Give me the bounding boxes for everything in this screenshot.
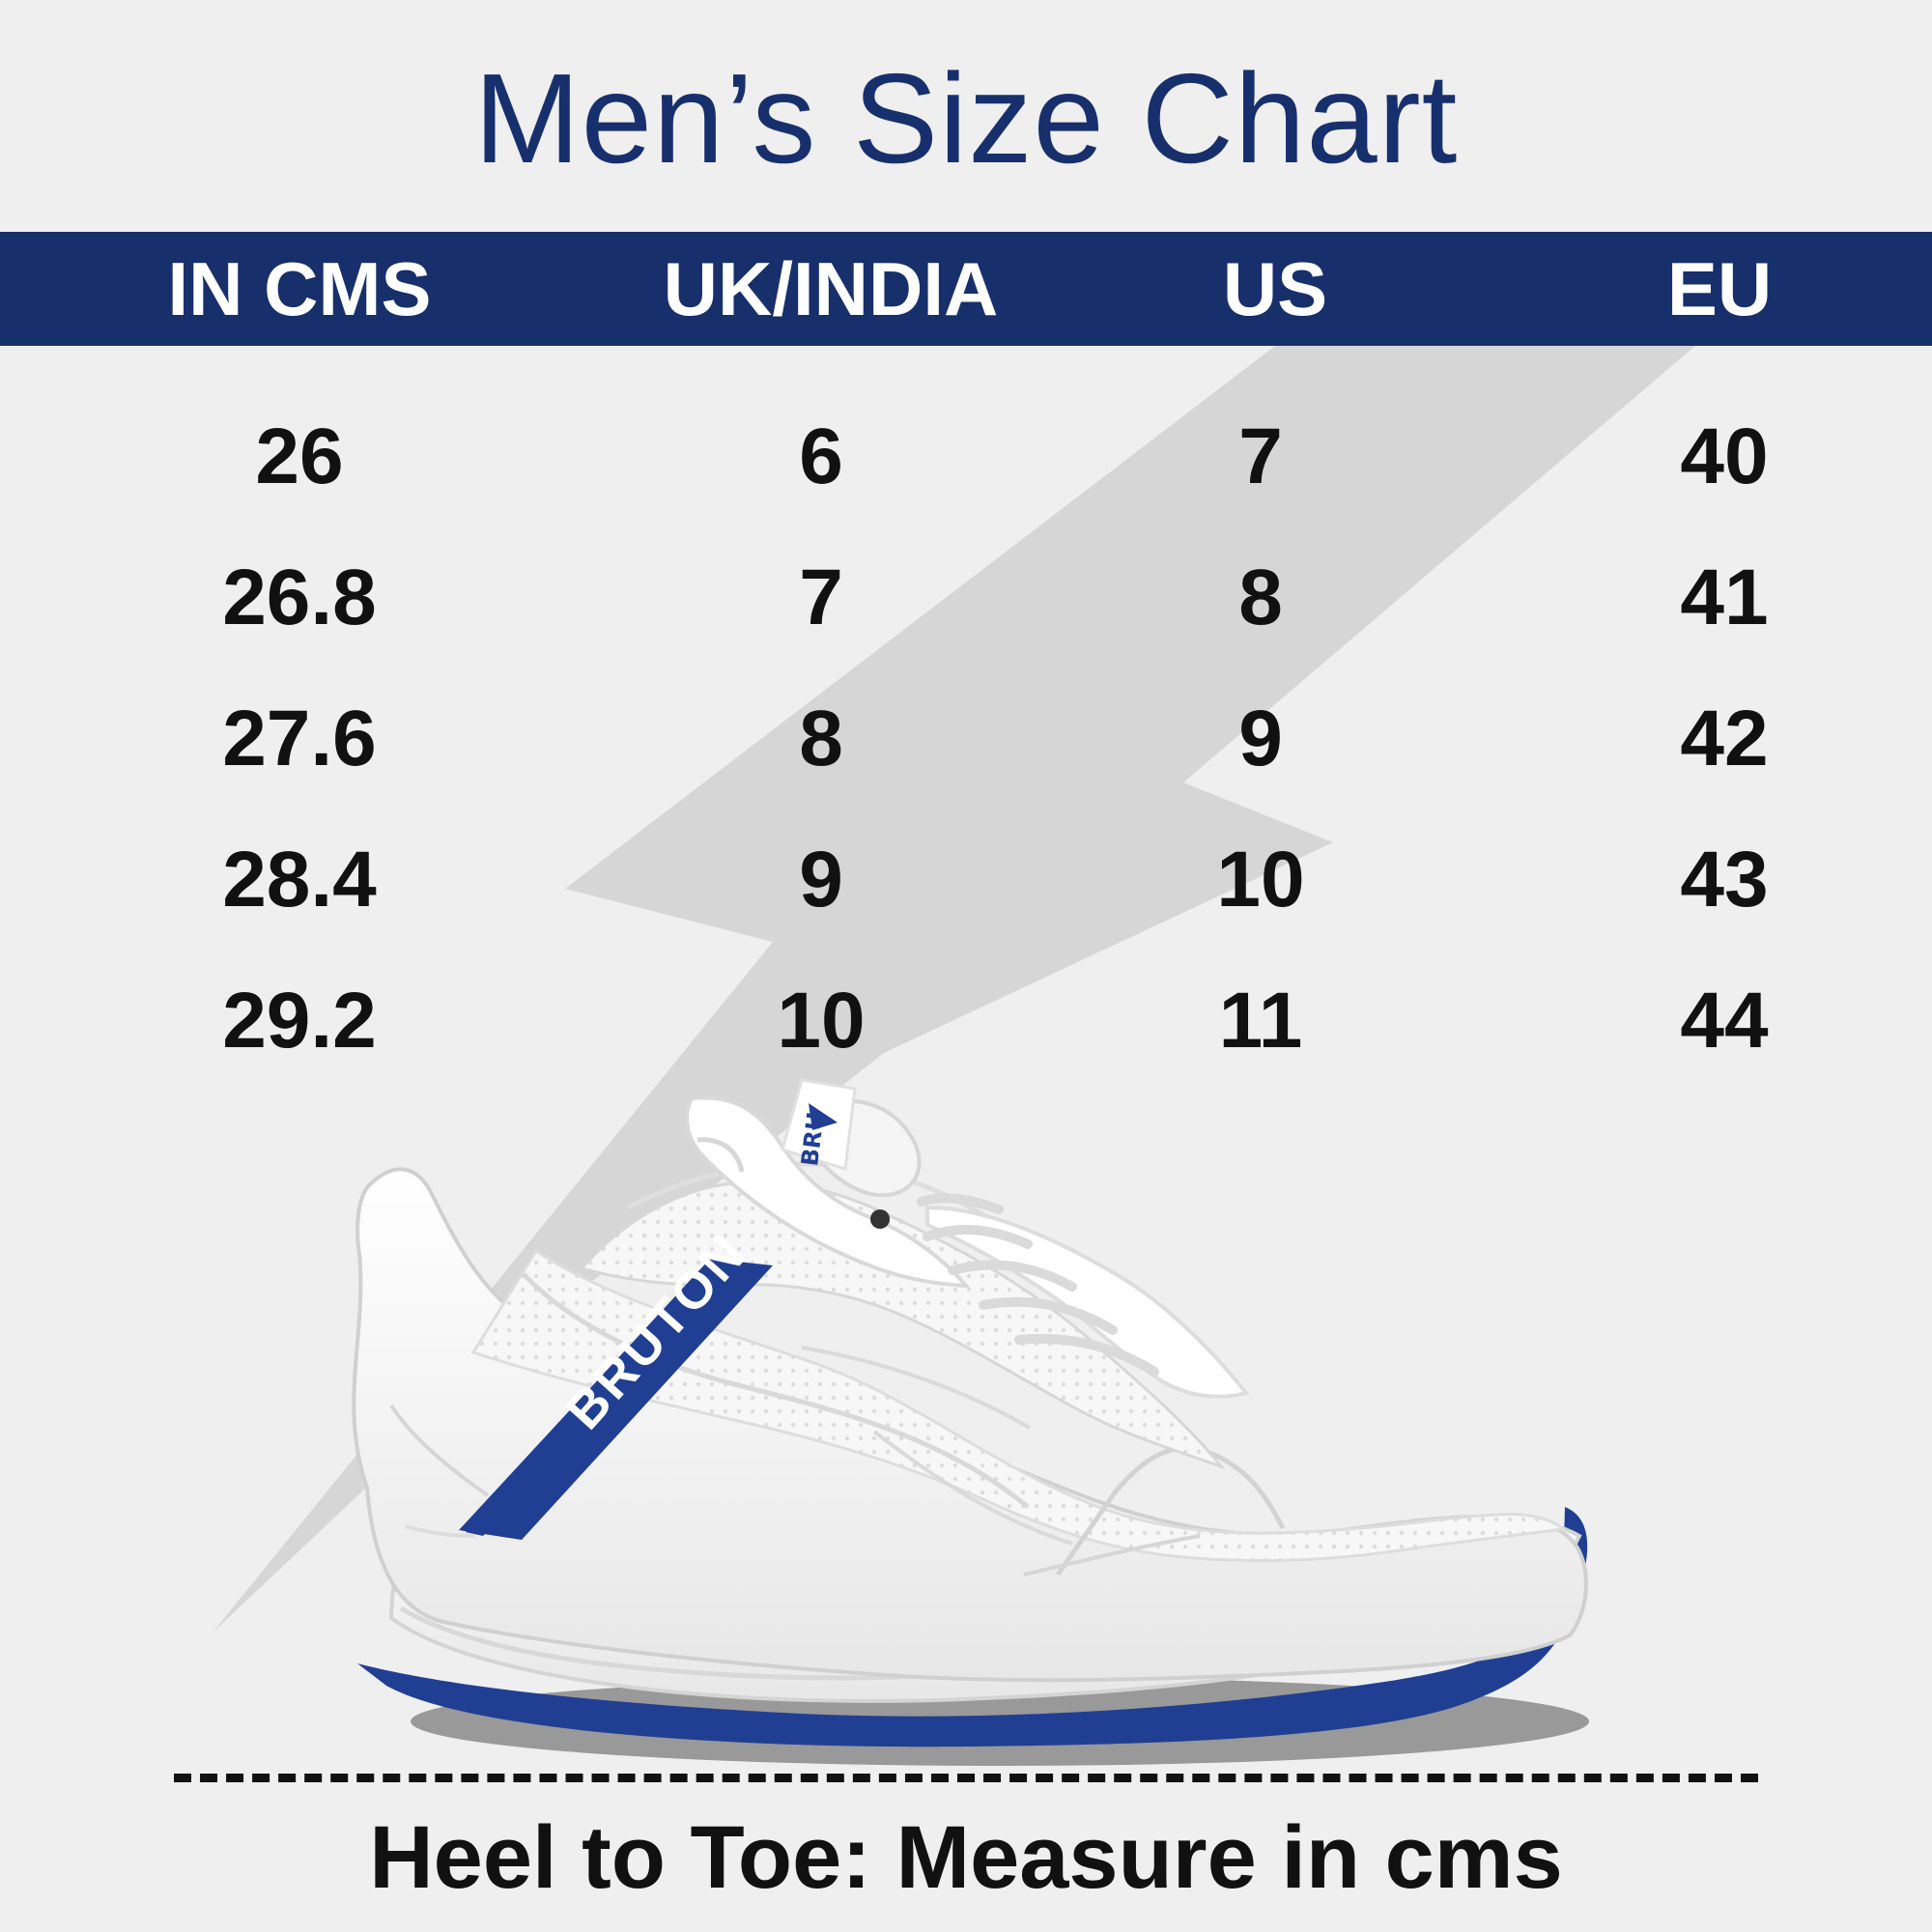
cms-value: 26.8 (222, 554, 377, 641)
cms-value: 26 (255, 412, 344, 500)
header-us: US (1222, 246, 1328, 331)
footer-instruction: Heel to Toe: Measure in cms (369, 1808, 1563, 1907)
measurement-dashed-line (174, 1774, 1758, 1782)
us-value: 8 (1238, 554, 1283, 641)
page-title: Men’s Size Chart (473, 47, 1459, 189)
tongue-brand-label: BRU (796, 1110, 830, 1167)
header-eu: EU (1666, 246, 1773, 331)
uk-india-value: 10 (777, 977, 866, 1065)
uk-india-value: 9 (799, 836, 843, 923)
sneaker-icon: BRU BRUTON (352, 1078, 1589, 1766)
eu-value: 44 (1680, 977, 1769, 1065)
table-row: 26 6 7 40 (0, 386, 1932, 527)
uk-india-value: 7 (799, 554, 843, 641)
size-table-body: 26 6 7 40 26.8 7 8 41 27.6 8 9 42 28.4 9… (0, 386, 1932, 1092)
eu-value: 42 (1680, 695, 1769, 782)
uk-india-value: 8 (799, 695, 843, 782)
us-value: 9 (1238, 695, 1283, 782)
header-uk-india: UK/INDIA (663, 246, 999, 331)
us-value: 11 (1218, 977, 1303, 1065)
table-row: 28.4 9 10 43 (0, 810, 1932, 951)
eu-value: 43 (1680, 836, 1769, 923)
us-value: 7 (1238, 412, 1283, 500)
table-row: 29.2 10 11 44 (0, 951, 1932, 1092)
size-chart-header: IN CMS UK/INDIA US EU (0, 232, 1932, 346)
uk-india-value: 6 (799, 412, 843, 500)
table-row: 26.8 7 8 41 (0, 527, 1932, 668)
cms-value: 29.2 (222, 977, 377, 1065)
eu-value: 41 (1680, 554, 1769, 641)
eu-value: 40 (1680, 412, 1769, 500)
header-in-cms: IN CMS (167, 246, 432, 331)
us-value: 10 (1216, 836, 1305, 923)
cms-value: 28.4 (222, 836, 377, 923)
cms-value: 27.6 (222, 695, 377, 782)
table-row: 27.6 8 9 42 (0, 668, 1932, 810)
